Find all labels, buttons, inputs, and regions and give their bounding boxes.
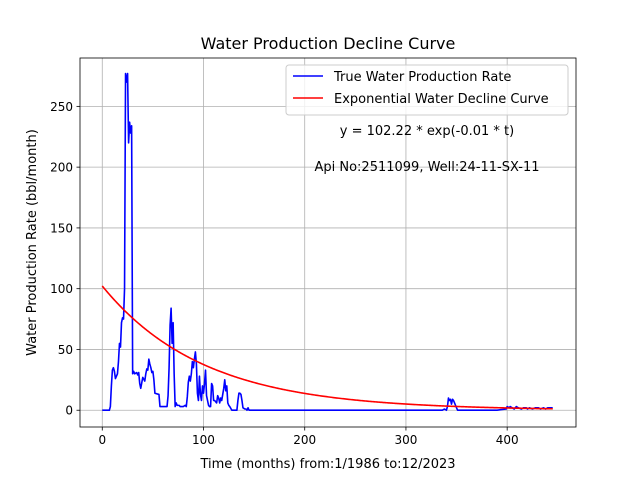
fit-equation-annotation: y = 102.22 * exp(-0.01 * t) xyxy=(340,124,514,139)
y-tick-label: 50 xyxy=(58,343,73,357)
y-tick-label: 250 xyxy=(50,100,73,114)
x-axis-label: Time (months) from:1/1986 to:12/2023 xyxy=(199,457,455,472)
series-layer xyxy=(101,72,553,412)
x-tick-label: 200 xyxy=(293,433,316,447)
x-tick-label: 400 xyxy=(496,433,519,447)
series-line-true-water-production-rate xyxy=(102,72,553,412)
y-tick-label: 100 xyxy=(50,282,73,296)
y-tick-label: 200 xyxy=(50,161,73,175)
legend-label-decline-curve: Exponential Water Decline Curve xyxy=(334,92,549,107)
plot-area-frame xyxy=(79,57,577,428)
x-tick-label: 300 xyxy=(394,433,417,447)
plot-area-background xyxy=(80,58,576,427)
well-info-annotation: Api No:2511099, Well:24-11-SX-11 xyxy=(314,160,539,175)
x-tick-label: 100 xyxy=(192,433,215,447)
x-tick-label: 0 xyxy=(98,433,106,447)
legend: True Water Production Rate Exponential W… xyxy=(285,64,569,116)
legend-label-true-rate: True Water Production Rate xyxy=(333,70,511,85)
axis-ticks: 0 100 200 300 400 0 50 100 150 200 250 xyxy=(50,100,519,447)
y-axis-label: Water Production Rate (bbl/month) xyxy=(25,129,40,356)
legend-box xyxy=(285,64,569,116)
series-line-exponential-decline-curve xyxy=(101,285,553,410)
y-tick-label: 0 xyxy=(65,404,73,418)
y-tick-label: 150 xyxy=(50,221,73,235)
chart-title: Water Production Decline Curve xyxy=(201,34,456,53)
